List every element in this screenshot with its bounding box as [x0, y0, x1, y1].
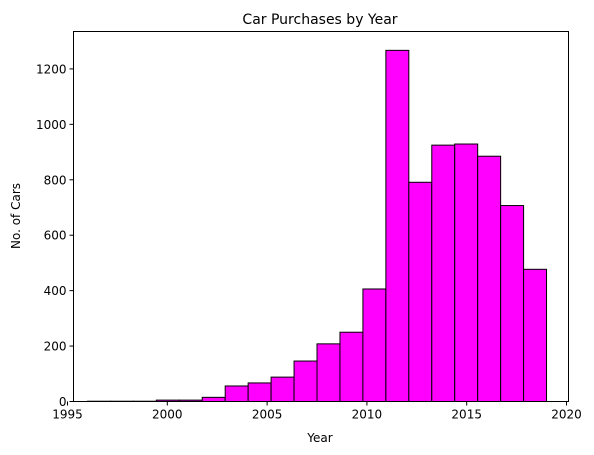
y-tick-label: 800: [44, 173, 67, 187]
histogram-bar-17: [477, 155, 502, 402]
x-axis-label: Year: [306, 431, 332, 445]
x-tick-label: 2020: [551, 408, 582, 422]
x-tick-label: 2000: [152, 408, 183, 422]
bars-group: [86, 49, 548, 403]
x-tick-label: 1995: [52, 408, 83, 422]
histogram-bar-12: [362, 288, 387, 402]
histogram-bar-10: [316, 343, 341, 402]
histogram-bar-7: [247, 382, 272, 403]
y-ticks-group: 0 200 400 600 800 1000 1200: [36, 62, 74, 409]
chart-title: Car Purchases by Year: [242, 12, 397, 28]
plot-frame: [73, 31, 569, 402]
histogram-bar-5: [201, 396, 226, 402]
histogram-bar-15: [431, 144, 456, 402]
histogram-bar-14: [408, 181, 433, 402]
histogram-bar-18: [500, 205, 525, 402]
y-axis-label: No. of Cars: [9, 183, 23, 249]
x-tick-label: 2010: [352, 408, 383, 422]
histogram-bar-6: [224, 385, 249, 402]
histogram-bar-9: [293, 360, 318, 403]
histogram-bar-19: [523, 268, 548, 402]
y-tick-label: 1000: [36, 118, 67, 132]
histogram-bar-11: [339, 331, 364, 402]
y-tick-label: 600: [44, 229, 67, 243]
x-ticks-group: 1995 2000 2005 2010 2015 2020: [52, 401, 582, 422]
y-tick-label: 0: [59, 395, 67, 409]
y-tick-label: 1200: [36, 62, 67, 76]
histogram-bar-8: [270, 376, 295, 402]
histogram-bar-13: [385, 49, 410, 403]
histogram-bar-16: [454, 143, 479, 402]
x-tick-label: 2015: [451, 408, 482, 422]
x-tick-label: 2005: [252, 408, 283, 422]
y-tick-label: 200: [44, 340, 67, 354]
y-tick-label: 400: [44, 284, 67, 298]
